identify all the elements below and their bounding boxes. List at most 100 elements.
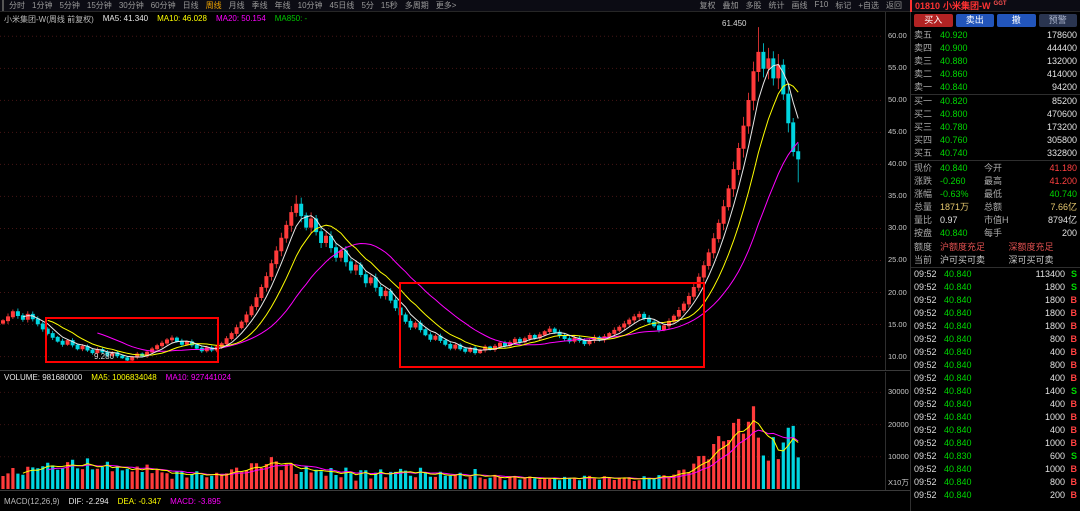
candlestick-pane[interactable]: 61.450 9.280 小米集团-W(周线 前复权) MA5: 41.340 MA… bbox=[0, 12, 910, 370]
quota-sz: 深额度充足 bbox=[1008, 242, 1054, 252]
book-level-label: 卖三 bbox=[914, 56, 933, 66]
macd-pane[interactable]: MACD(12,26,9) DIF: -2.294 DEA: -0.347 MA… bbox=[0, 490, 910, 511]
book-level-label: 买四 bbox=[914, 135, 933, 145]
volume-pane[interactable]: VOLUME: 981680000 MA5: 1006834048 MA10: … bbox=[0, 370, 910, 490]
tick-qty: 1800 bbox=[1044, 282, 1065, 292]
tick-row: 09:52 40.840 400 B bbox=[911, 398, 1080, 411]
chart-tool[interactable]: F10 bbox=[814, 0, 829, 9]
tick-time: 09:52 bbox=[914, 269, 937, 279]
tick-time: 09:52 bbox=[914, 347, 937, 357]
chart-tool[interactable]: 复权 bbox=[699, 1, 716, 10]
tick-time: 09:52 bbox=[914, 451, 937, 461]
annotation-box bbox=[45, 317, 219, 363]
book-price: 40.820 bbox=[940, 96, 968, 106]
stat-value: 8794亿 bbox=[1047, 215, 1077, 225]
book-price: 40.880 bbox=[940, 56, 968, 66]
period-tab[interactable]: 30分钟 bbox=[118, 1, 144, 10]
period-tab[interactable]: 10分钟 bbox=[297, 1, 323, 10]
book-qty: 470600 bbox=[1046, 109, 1077, 119]
tick-flag: B bbox=[1070, 308, 1078, 318]
chart-tools: 复权 叠加 多股 统计 画线 F10 标记 +自选 返回 bbox=[700, 0, 910, 11]
volume-chart[interactable] bbox=[0, 372, 910, 490]
period-tab[interactable]: 年线 bbox=[274, 1, 291, 10]
tick-time: 09:52 bbox=[914, 321, 937, 331]
tick-flag: B bbox=[1070, 438, 1078, 448]
period-tab[interactable]: 60分钟 bbox=[150, 1, 176, 10]
price-annotation: 61.450 bbox=[722, 19, 747, 28]
chart-tool[interactable]: 标记 bbox=[835, 1, 852, 10]
tick-flag: B bbox=[1070, 399, 1078, 409]
period-tab[interactable]: 15分钟 bbox=[86, 1, 112, 10]
tick-qty: 800 bbox=[1049, 334, 1065, 344]
chart-column: 61.450 9.280 小米集团-W(周线 前复权) MA5: 41.340 MA… bbox=[0, 12, 910, 511]
chart-tool[interactable]: 多股 bbox=[745, 1, 762, 10]
period-tab[interactable]: 5分钟 bbox=[59, 1, 80, 10]
tick-time: 09:52 bbox=[914, 282, 937, 292]
alert-button[interactable]: 预警 bbox=[1038, 14, 1077, 27]
book-level-label: 卖五 bbox=[914, 30, 933, 40]
tick-row: 09:52 40.840 1800 B bbox=[911, 320, 1080, 333]
chart-tool[interactable]: +自选 bbox=[858, 1, 879, 10]
tick-time: 09:52 bbox=[914, 425, 937, 435]
book-row[interactable]: 买四 40.760 305800 bbox=[911, 134, 1080, 147]
current-label: 当前 bbox=[914, 255, 933, 265]
period-tab[interactable]: 5分 bbox=[361, 1, 374, 10]
chart-tool[interactable]: 叠加 bbox=[722, 1, 739, 10]
book-divider bbox=[911, 94, 1080, 95]
tick-time: 09:52 bbox=[914, 373, 937, 383]
book-row[interactable]: 卖二 40.860 414000 bbox=[911, 68, 1080, 81]
period-tab[interactable]: 多周期 bbox=[404, 1, 429, 10]
stat-value: 200 bbox=[1061, 228, 1077, 238]
stat-value: 41.180 bbox=[1049, 163, 1077, 173]
book-row[interactable]: 卖一 40.840 94200 bbox=[911, 81, 1080, 94]
tick-qty: 1800 bbox=[1044, 308, 1065, 318]
book-row[interactable]: 卖三 40.880 132000 bbox=[911, 55, 1080, 68]
period-tab[interactable]: 更多> bbox=[435, 1, 457, 10]
period-tab[interactable]: 分时 bbox=[9, 1, 25, 10]
tick-row: 09:52 40.840 800 B bbox=[911, 333, 1080, 346]
period-tab[interactable]: 季线 bbox=[251, 1, 268, 10]
book-qty: 94200 bbox=[1051, 82, 1077, 92]
tick-row: 09:52 40.840 1000 B bbox=[911, 463, 1080, 476]
stat-value: -0.260 bbox=[940, 176, 966, 186]
tick-qty: 800 bbox=[1049, 360, 1065, 370]
period-tab[interactable]: 日线 bbox=[182, 1, 199, 10]
tick-flag: B bbox=[1070, 412, 1078, 422]
stat-label: 每手 bbox=[984, 228, 1003, 238]
sell-button[interactable]: 卖出 bbox=[955, 14, 994, 27]
tick-price: 40.840 bbox=[944, 308, 972, 318]
stat-label: 量比 bbox=[914, 215, 933, 225]
tick-row: 09:52 40.840 113400 S bbox=[911, 268, 1080, 281]
period-tab[interactable]: 45日线 bbox=[329, 1, 355, 10]
tick-qty: 1800 bbox=[1044, 295, 1065, 305]
stat-label: 最低 bbox=[984, 189, 1003, 199]
tick-row: 09:52 40.840 1000 B bbox=[911, 411, 1080, 424]
book-row[interactable]: 买三 40.780 173200 bbox=[911, 121, 1080, 134]
chart-tool[interactable]: 返回 bbox=[886, 1, 902, 10]
tick-list[interactable]: 09:52 40.840 113400 S 09:52 40.840 1800 S 09:52 4… bbox=[911, 267, 1080, 511]
period-tab[interactable]: 15秒 bbox=[380, 1, 398, 10]
tick-row: 09:52 40.840 1800 S bbox=[911, 281, 1080, 294]
stat-value: 40.840 bbox=[940, 228, 968, 238]
book-row[interactable]: 买五 40.740 332800 bbox=[911, 147, 1080, 160]
tick-flag: S bbox=[1070, 282, 1077, 292]
period-tab[interactable]: 周线 bbox=[205, 1, 222, 10]
period-tabs: 分时 1分钟 5分钟 15分钟 30分钟 60分钟 日线 周线 月线 季线 年线 10分钟 45日线 5分… bbox=[2, 0, 456, 11]
stat-row: 量比 0.97 市值H 8794亿 bbox=[914, 214, 1077, 227]
book-row[interactable]: 买一 40.820 85200 bbox=[911, 95, 1080, 108]
period-tab[interactable]: 1分钟 bbox=[32, 1, 53, 10]
book-row[interactable]: 买二 40.800 470600 bbox=[911, 108, 1080, 121]
book-row[interactable]: 卖四 40.900 444400 bbox=[911, 42, 1080, 55]
tick-time: 09:52 bbox=[914, 464, 937, 474]
chart-tool[interactable]: 画线 bbox=[791, 1, 808, 10]
tick-qty: 400 bbox=[1049, 425, 1065, 435]
candlestick-chart[interactable]: 61.450 9.280 bbox=[0, 12, 910, 370]
stock-code: 01810 bbox=[915, 0, 941, 11]
stat-label: 按盘 bbox=[914, 228, 933, 238]
sell-button[interactable]: 撤 bbox=[997, 14, 1036, 27]
book-row[interactable]: 卖五 40.920 178600 bbox=[911, 29, 1080, 42]
stat-row: 涨跌 -0.260 最高 41.200 bbox=[914, 175, 1077, 188]
chart-tool[interactable]: 统计 bbox=[768, 1, 785, 10]
period-tab[interactable]: 月线 bbox=[228, 1, 245, 10]
buy-button[interactable]: 买入 bbox=[914, 14, 953, 27]
